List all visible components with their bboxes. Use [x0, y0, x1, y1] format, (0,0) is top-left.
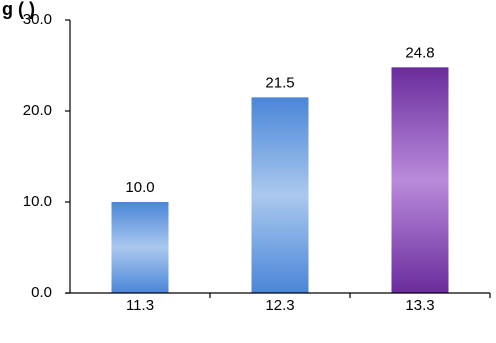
data-label: 21.5	[265, 74, 294, 91]
bar	[111, 202, 169, 293]
y-axis-ticks: 0.0 10.0 20.0 30.0	[23, 11, 70, 301]
x-tick-label: 11.3	[126, 297, 154, 314]
y-tick-label: 0.0	[31, 284, 52, 301]
bar	[391, 67, 449, 293]
x-tick-label: 12.3	[265, 297, 294, 314]
bar	[251, 97, 309, 293]
data-label: 10.0	[125, 179, 154, 196]
x-tick-label: 13.3	[405, 297, 434, 314]
x-axis-ticks: 11.3 12.3 13.3	[126, 293, 491, 314]
data-labels: 10.0 21.5 24.8	[125, 44, 434, 196]
bars	[111, 67, 449, 293]
chart-title: g ( )	[2, 0, 35, 19]
y-tick-label: 20.0	[23, 102, 52, 119]
y-tick-label: 30.0	[23, 11, 52, 28]
y-tick-label: 10.0	[23, 193, 52, 210]
data-label: 24.8	[405, 44, 434, 61]
